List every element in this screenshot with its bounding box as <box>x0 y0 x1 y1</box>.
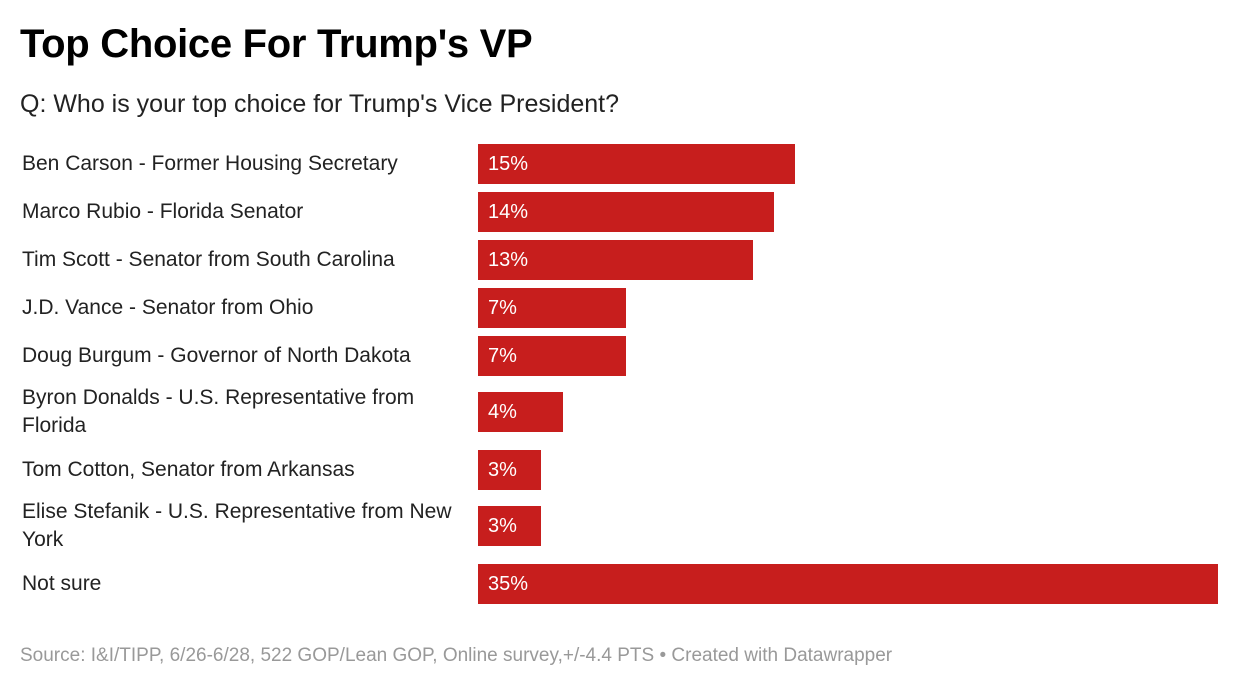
value-label: 7% <box>488 297 517 319</box>
category-label: Marco Rubio - Florida Senator <box>22 200 304 223</box>
category-label: Ben Carson - Former Housing Secretary <box>22 152 398 175</box>
bar <box>478 564 1218 604</box>
value-label: 4% <box>488 401 517 423</box>
bar <box>478 192 774 232</box>
category-label: Elise Stefanik - U.S. Representative fro… <box>22 500 452 551</box>
category-label: J.D. Vance - Senator from Ohio <box>22 296 314 319</box>
category-label: Tom Cotton, Senator from Arkansas <box>22 458 355 481</box>
bar <box>478 288 626 328</box>
value-label: 14% <box>488 201 529 223</box>
category-label: Not sure <box>22 572 102 595</box>
value-label: 13% <box>488 249 529 271</box>
category-label: Doug Burgum - Governor of North Dakota <box>22 344 411 367</box>
value-label: 35% <box>488 573 529 595</box>
value-label: 3% <box>488 459 517 481</box>
bar <box>478 240 753 280</box>
value-label: 3% <box>488 515 517 537</box>
category-label: Tim Scott - Senator from South Carolina <box>22 248 395 271</box>
chart-title: Top Choice For Trump's VP <box>20 22 533 66</box>
bar <box>478 506 542 546</box>
bar <box>478 392 563 432</box>
category-label: Byron Donalds - U.S. Representative from… <box>22 386 415 437</box>
chart-subtitle: Q: Who is your top choice for Trump's Vi… <box>20 90 620 118</box>
bar <box>478 450 542 490</box>
value-label: 7% <box>488 345 517 367</box>
source-footer: Source: I&I/TIPP, 6/26-6/28, 522 GOP/Lea… <box>20 645 893 666</box>
bar <box>478 336 626 376</box>
value-label: 15% <box>488 153 529 175</box>
bar <box>478 144 796 184</box>
